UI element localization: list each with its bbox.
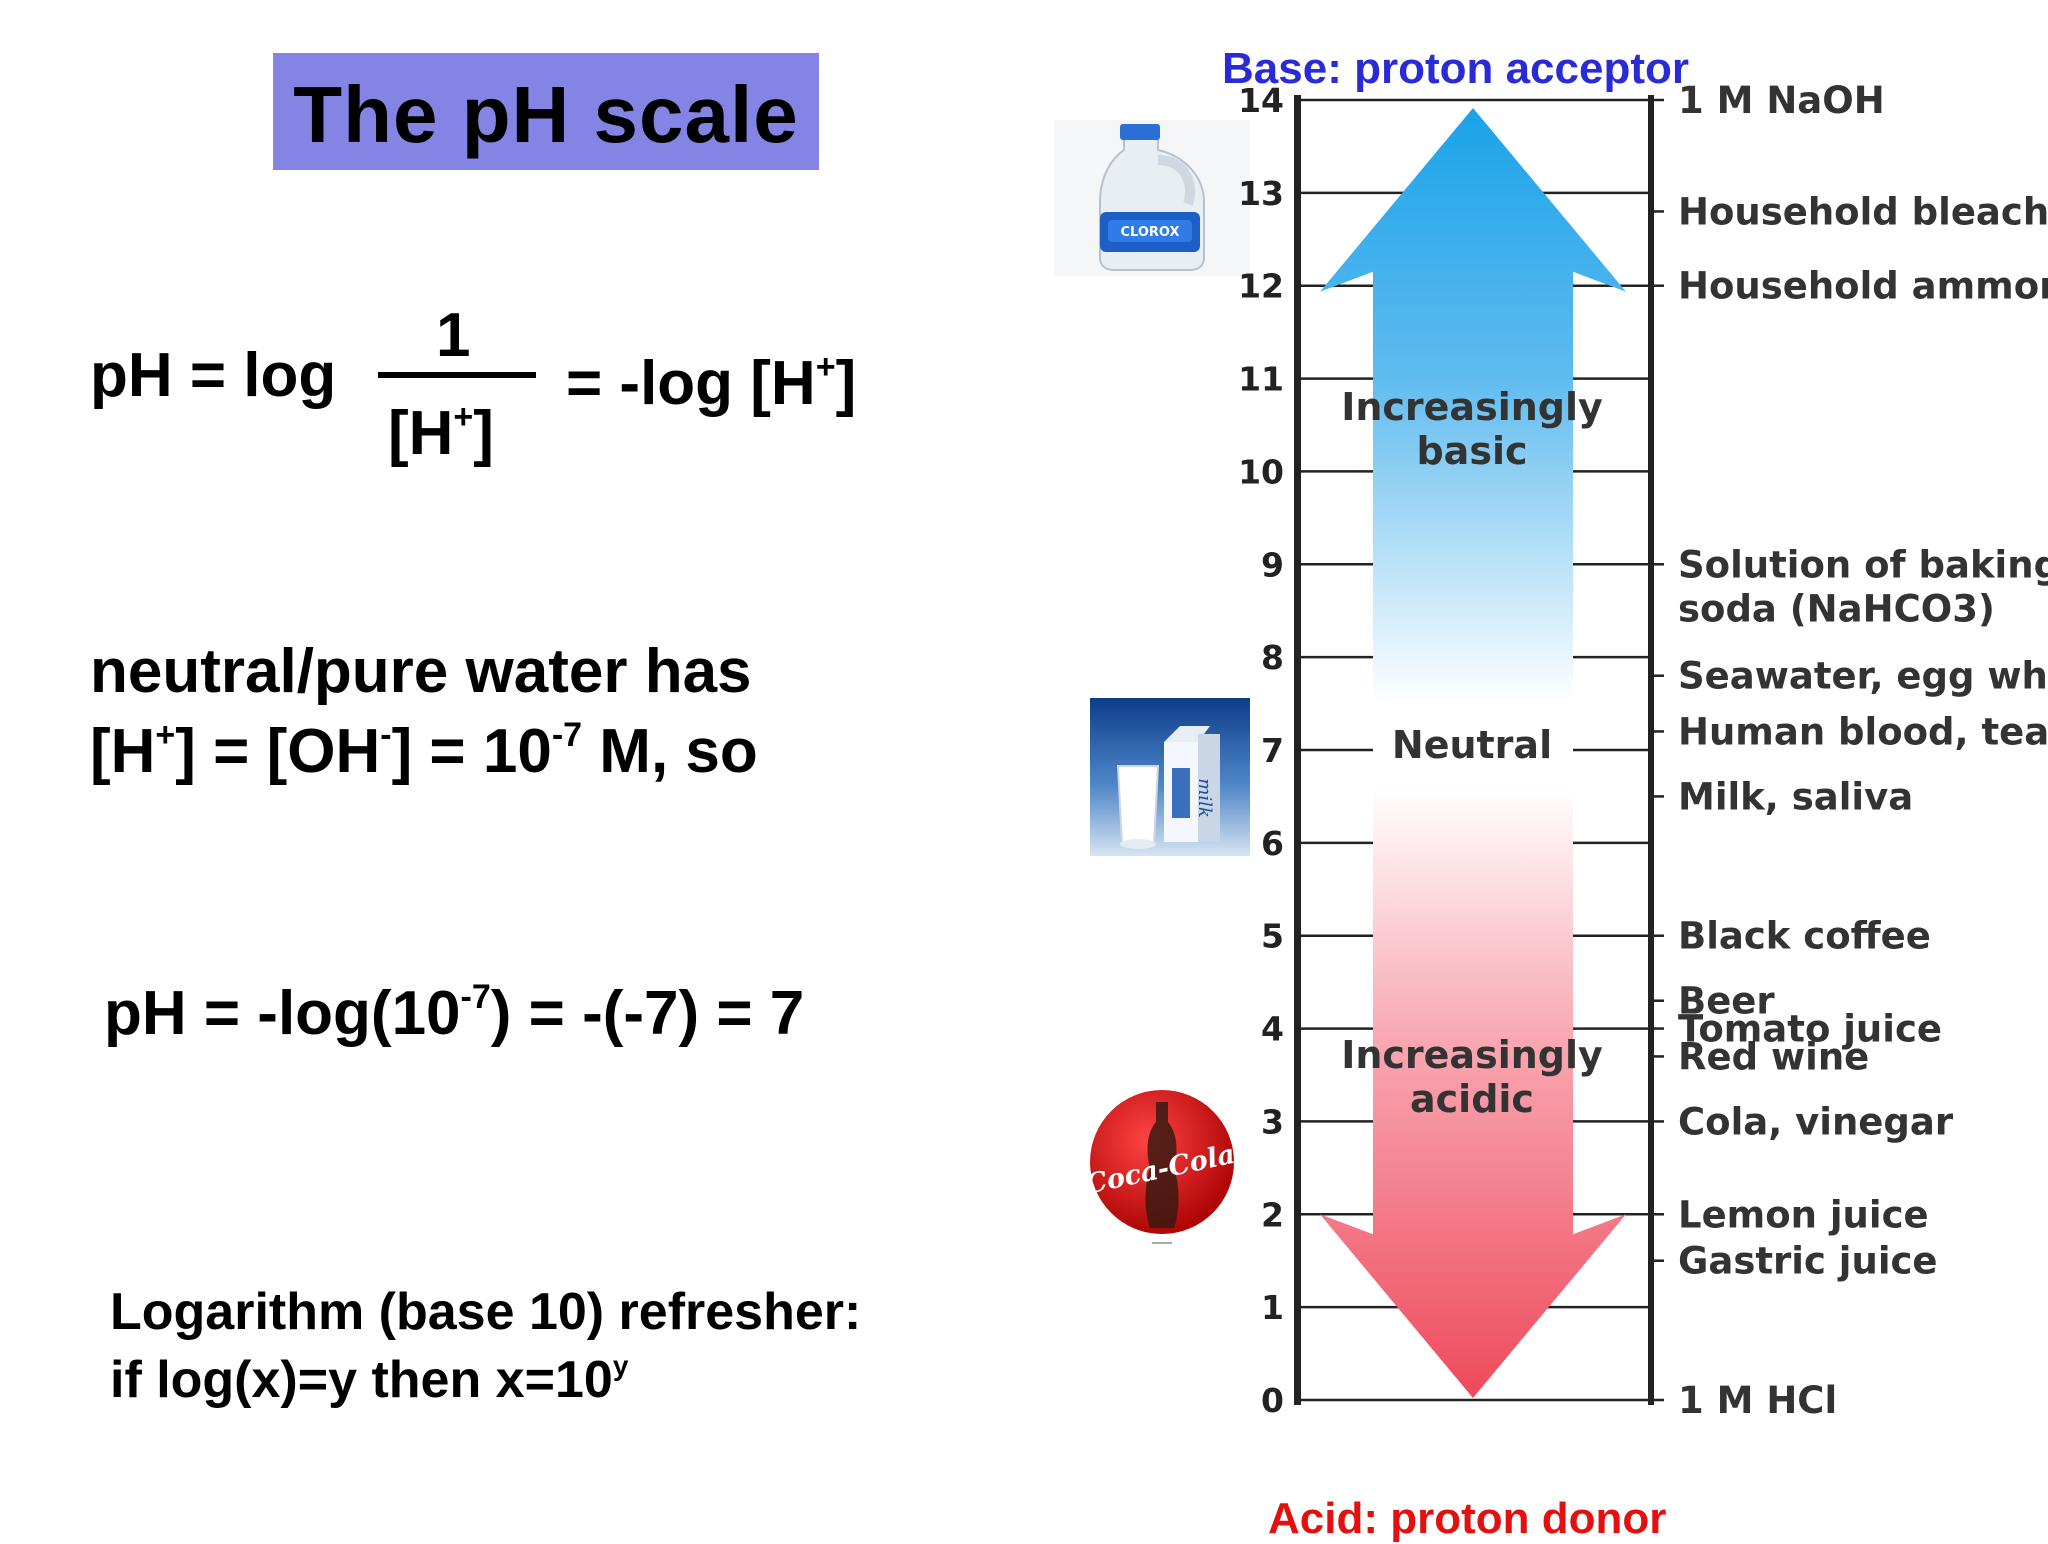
substance-label: Seawater, egg white (1678, 655, 2048, 698)
substance-label: Household bleach (1678, 190, 2048, 233)
formula-numerator: 1 (436, 301, 471, 370)
acid-arrow (1320, 787, 1626, 1398)
ph-substance-labels: 1 M NaOH Household bleach Household ammoni… (1650, 79, 2048, 1422)
log-refresher-line-1: Logarithm (base 10) refresher: (110, 1283, 862, 1341)
ph-tick-label: 2 (1261, 1195, 1284, 1234)
neutral-label-bg (1373, 724, 1573, 780)
ph-tick-label: 7 (1261, 731, 1284, 770)
ph-tick-label: 5 (1261, 917, 1284, 956)
scale-left-axis (1294, 95, 1301, 1405)
base-caption: Base: proton acceptor (1222, 44, 1689, 93)
substance-label: Household ammonia (1678, 265, 2048, 308)
substance-label: Lemon juice (1678, 1193, 1929, 1236)
ph-tick-label: 14 (1238, 81, 1284, 120)
title-box: The pH scale (273, 53, 819, 170)
substance-label: Gastric juice (1678, 1240, 1938, 1283)
formula-lhs: pH = log (90, 341, 337, 410)
ph-calculation: pH = -log(10-7) = -(-7) = 7 (104, 978, 805, 1048)
milk-image: milk (1090, 698, 1250, 856)
substance-label: 1 M NaOH (1678, 79, 1885, 122)
ph-tick-label: 3 (1261, 1102, 1284, 1141)
milk-carton-label: milk (1194, 778, 1215, 818)
bleach-bottle-image: CLOROX (1054, 120, 1250, 276)
page-title: The pH scale (293, 70, 799, 159)
increasingly-acidic-label-1: Increasingly (1341, 1033, 1603, 1077)
clorox-label: CLOROX (1120, 225, 1179, 240)
fraction-bar (378, 372, 536, 378)
substance-label: Black coffee (1678, 915, 1931, 958)
substance-label: Red wine (1678, 1035, 1869, 1078)
substance-label: Cola, vinegar (1678, 1100, 1954, 1143)
neutral-line-2: [H+] = [OH-] = 10-7 M, so (90, 716, 758, 786)
substance-label: Human blood, tears (1678, 710, 2048, 753)
ph-tick-label: 12 (1238, 267, 1284, 306)
substance-label: Beer (1678, 980, 1775, 1023)
cola-image: Coca-Cola (1088, 1090, 1236, 1244)
substance-label: Solution of baking (1678, 543, 2048, 586)
ph-tick-label: 0 (1261, 1381, 1284, 1420)
log-refresher-line-2: if log(x)=y then x=10y (110, 1350, 629, 1409)
neutral-line-1: neutral/pure water has (90, 637, 752, 706)
ph-tick-label: 10 (1238, 452, 1284, 491)
increasingly-basic-label-1: Increasingly (1341, 385, 1603, 429)
ph-tick-label: 1 (1261, 1288, 1284, 1327)
ph-tick-label: 6 (1261, 824, 1284, 863)
substance-label: 1 M HCl (1678, 1379, 1837, 1422)
ph-tick-label: 11 (1238, 360, 1284, 399)
neutral-label: Neutral (1392, 723, 1552, 767)
increasingly-acidic-label-2: acidic (1410, 1077, 1534, 1121)
ph-tick-label: 13 (1238, 174, 1284, 213)
increasingly-basic-label-2: basic (1416, 429, 1527, 473)
base-arrow (1320, 108, 1626, 704)
formula-rhs: = -log [H+] (566, 348, 857, 418)
substance-label: Milk, saliva (1678, 775, 1913, 818)
formula-denominator: [H+] (388, 398, 494, 468)
ph-tick-label: 9 (1261, 545, 1284, 584)
ph-tick-label: 4 (1261, 1010, 1284, 1049)
substance-label: soda (NaHCO3) (1678, 587, 1995, 630)
acid-caption: Acid: proton donor (1268, 1494, 1667, 1543)
scale-right-axis (1648, 95, 1654, 1405)
substance-label: Tomato juice (1678, 1008, 1942, 1051)
ph-tick-label: 8 (1261, 638, 1284, 677)
